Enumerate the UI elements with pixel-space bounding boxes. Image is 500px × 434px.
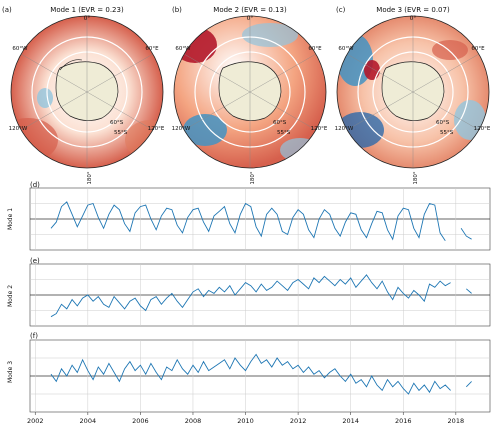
x-tick-label-2002: 2002 [27,417,44,425]
x-axis: 2002 2004 2006 2008 2010 2012 2014 2016 2018 [27,412,464,425]
ylabel-mode2: Mode 2 [7,285,14,307]
lat-label-55s: 55°S [440,130,454,136]
x-tick-label-2014: 2014 [342,417,359,425]
lon-label-60w: 60°W [338,46,354,52]
map-title: Mode 1 (EVR = 0.23) [50,6,124,14]
ylabel-mode3: Mode 3 [7,361,14,383]
series-line-mode1 [50,201,472,241]
lon-label-60e: 60°E [471,46,485,52]
lon-label-0: 0° [247,15,254,22]
x-tick-label-2006: 2006 [132,417,149,425]
panel-letter-d: (d) [30,181,40,189]
lon-label-180: 180° [87,171,93,184]
x-tick-label-2012: 2012 [290,417,307,425]
timeseries-marks [29,187,491,413]
lon-label-60w: 60°W [175,46,191,52]
panel-letter-f: (f) [30,332,38,340]
panel-letter: (a) [2,6,12,14]
lon-label-120e: 120°E [474,126,491,132]
lon-label-120w: 120°W [9,126,28,132]
x-tick-label-2016: 2016 [395,417,412,425]
lon-label-120e: 120°E [148,126,165,132]
panel-letter-e: (e) [30,257,40,265]
x-tick-label-2010: 2010 [237,417,254,425]
lat-label-60s: 60°S [436,120,450,126]
lon-label-120e: 120°E [311,126,328,132]
panel-letter: (b) [172,6,182,14]
panel-letter: (c) [336,6,346,14]
map-title: Mode 2 (EVR = 0.13) [213,6,287,14]
x-tick-label-2018: 2018 [448,417,465,425]
lon-label-60w: 60°W [12,46,28,52]
lon-label-0: 0° [84,15,91,22]
lat-label-60s: 60°S [273,120,287,126]
lon-label-60e: 60°E [145,46,159,52]
series-line-mode3 [50,353,472,395]
lon-label-180: 180° [250,171,256,184]
map-title: Mode 3 (EVR = 0.07) [376,6,450,14]
timeseries-panels: (d) Mode 1 (e) Mode 2 (f) Mode 3 [7,181,40,383]
lon-label-60e: 60°E [308,46,322,52]
map-panel-c: (c) Mode 3 (EVR = 0.07) 0° 60°E 120°E 18… [335,6,491,185]
lon-label-120w: 120°W [335,126,354,132]
lat-label-60s: 60°S [110,120,124,126]
map-panel-a: (a) Mode 1 (EVR = 0.23) 0° 60°E 120°E 18… [2,6,165,185]
lat-label-55s: 55°S [114,130,128,136]
lon-label-120w: 120°W [172,126,191,132]
x-tick-label-2004: 2004 [80,417,97,425]
lon-label-180: 180° [413,171,419,184]
lat-label-55s: 55°S [277,130,291,136]
lon-label-0: 0° [410,15,417,22]
x-tick-label-2008: 2008 [185,417,202,425]
map-panel-b: (b) Mode 2 (EVR = 0.13) 0° 60°E 120°E 18… [172,6,328,185]
series-line-mode2 [50,274,472,318]
ylabel-mode1: Mode 1 [7,208,14,230]
